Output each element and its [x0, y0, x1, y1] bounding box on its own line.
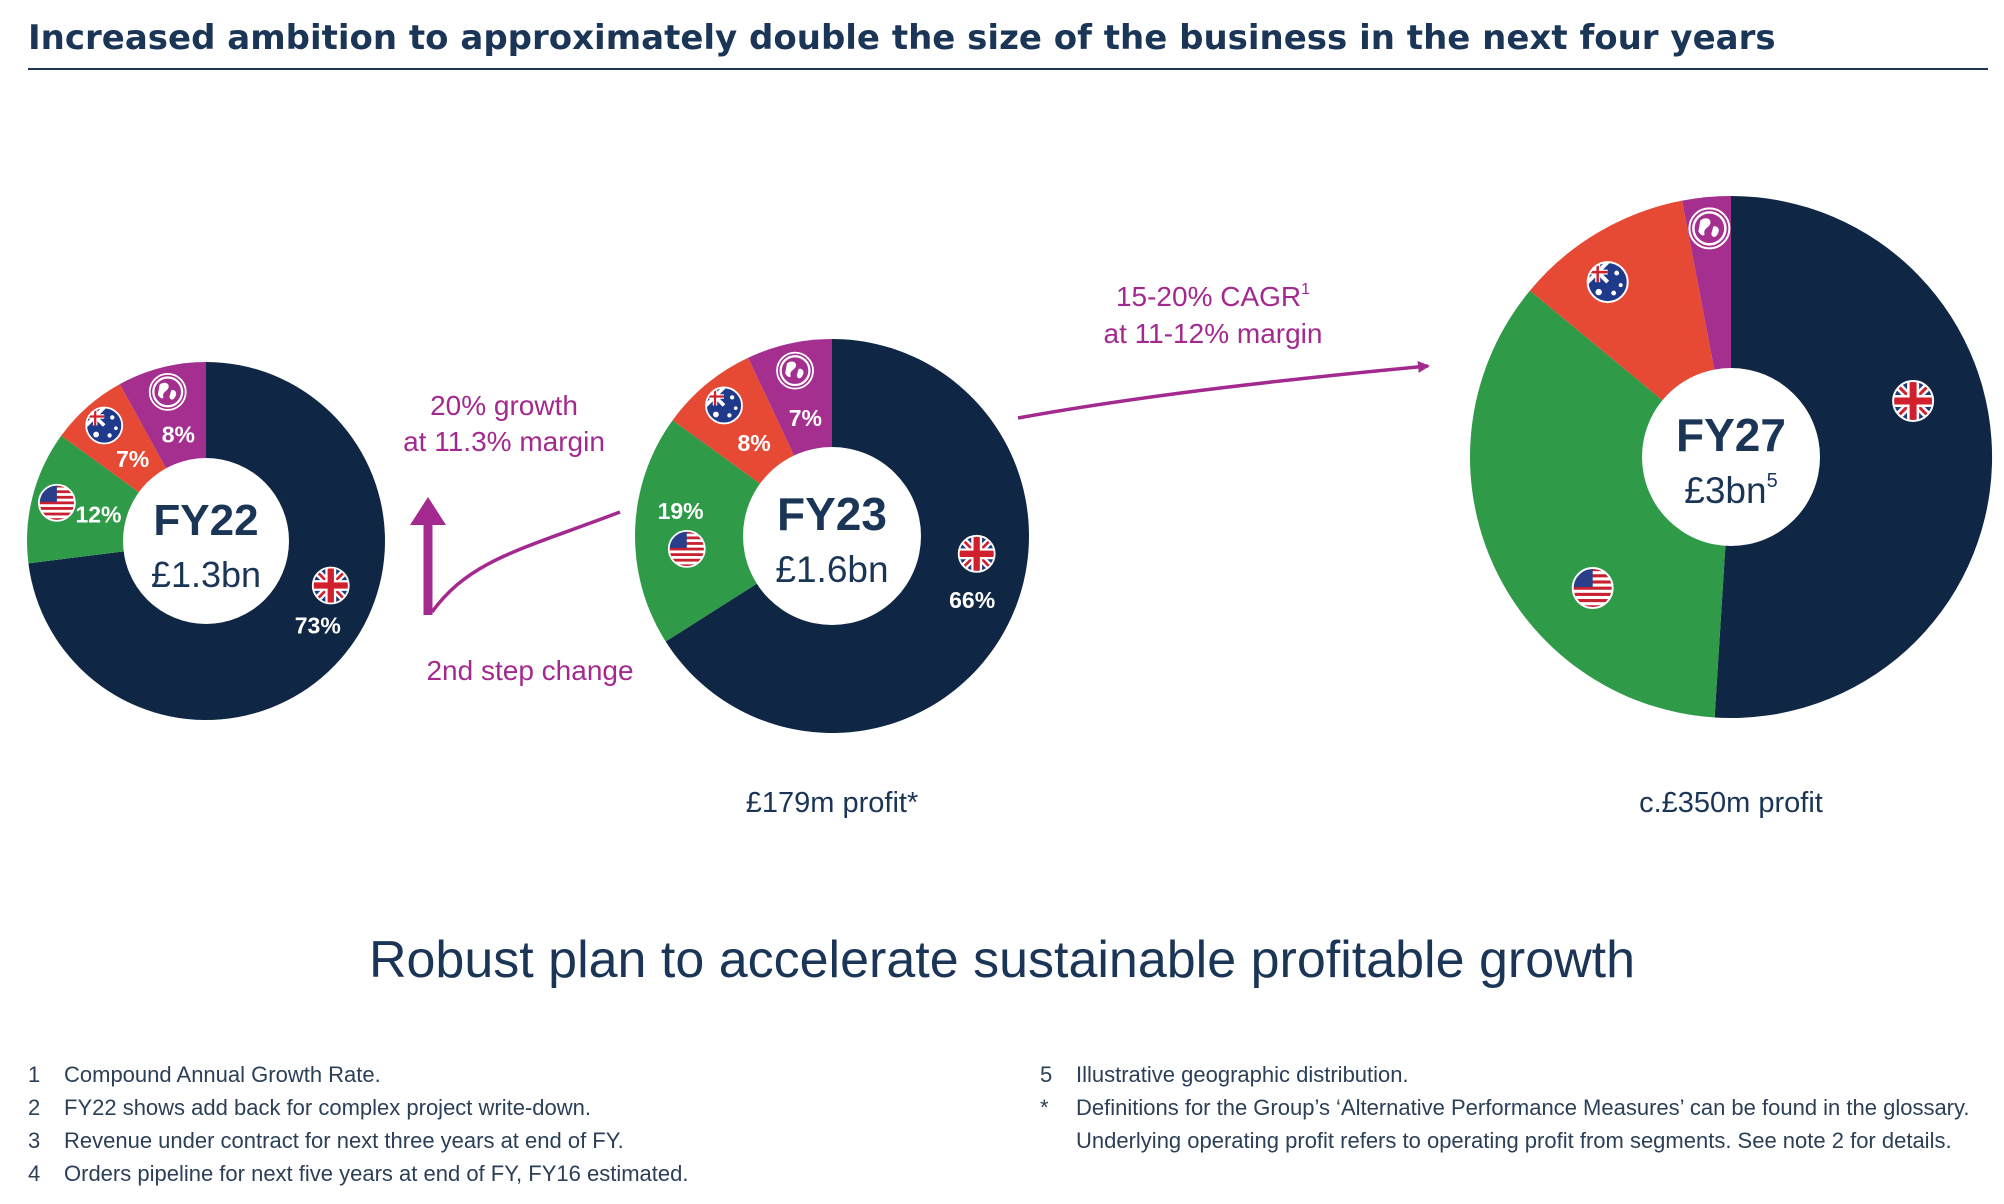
- footnote: * Definitions for the Group’s ‘Alternati…: [1040, 1091, 1990, 1157]
- chart-caption: £179m profit*: [746, 787, 919, 819]
- uk-flag-icon: [311, 566, 350, 605]
- footnote-marker: *: [1040, 1095, 1049, 1120]
- footnote-marker: 2: [28, 1095, 41, 1120]
- footer-headline: Robust plan to accelerate sustainable pr…: [368, 931, 1636, 989]
- footnote: 5 Illustrative geographic distribution.: [1040, 1058, 1990, 1091]
- footnote-marker: 1: [28, 1062, 41, 1087]
- uk-flag-icon: [1892, 379, 1935, 422]
- growth-chart-canvas: 73% 12% 7% 8% FY22 £1.3bn 66% 19% 8% 7% FY23 £1.6bn…: [27, 195, 1993, 819]
- footnote: 2 FY22 shows add back for complex projec…: [28, 1091, 988, 1124]
- australia-flag-icon: [85, 406, 124, 445]
- chart-caption: c.£350m profit: [1639, 787, 1823, 819]
- chart-center-value: £1.6bn: [775, 549, 888, 590]
- pie-slice-uk: [1714, 195, 1993, 718]
- chart-center-title: FY22: [153, 496, 258, 545]
- us-flag-icon: [37, 483, 76, 522]
- donut-center: [123, 458, 289, 624]
- chart-center-title: FY27: [1676, 409, 1786, 461]
- footnote-text: Orders pipeline for next five years at e…: [64, 1161, 689, 1186]
- page-header: Increased ambition to approximately doub…: [28, 12, 1988, 70]
- chart-center-value: £1.3bn: [151, 554, 261, 595]
- slice-data-label: 7%: [116, 446, 149, 472]
- slice-data-label: 7%: [789, 405, 822, 431]
- pie-slice-us: [1470, 290, 1731, 718]
- chart-center-value: £3bn5: [1684, 470, 1777, 511]
- globe-icon: [148, 372, 187, 411]
- footnote-text: Definitions for the Group’s ‘Alternative…: [1076, 1095, 1970, 1153]
- footnotes-right: 5 Illustrative geographic distribution. …: [1040, 1058, 1990, 1157]
- slice-data-label: 19%: [658, 498, 704, 524]
- donut-chart-fy27: FY27 £3bn5 c.£350m profit: [1470, 195, 1993, 819]
- donut-center: [743, 447, 921, 625]
- us-flag-icon: [667, 529, 706, 568]
- growth-up-arrowhead: [410, 497, 446, 525]
- footnote-text: Revenue under contract for next three ye…: [64, 1128, 624, 1153]
- chart-center-title: FY23: [777, 488, 887, 540]
- step-change-label: 2nd step change: [426, 655, 633, 686]
- cagr-annotation-line2: at 11-12% margin: [1104, 318, 1323, 349]
- footnote-marker: 3: [28, 1128, 41, 1153]
- footnote: 3 Revenue under contract for next three …: [28, 1124, 988, 1157]
- pie-slice-us: [635, 420, 832, 642]
- cagr-arrow: [1017, 360, 1430, 420]
- australia-flag-icon: [1586, 261, 1629, 304]
- step-change-curve: [430, 510, 621, 614]
- footnote: 1 Compound Annual Growth Rate.: [28, 1058, 988, 1091]
- footnote-text: Illustrative geographic distribution.: [1076, 1062, 1409, 1087]
- donut-center: [1642, 368, 1820, 546]
- globe-icon: [1688, 207, 1731, 250]
- footnote: 4 Orders pipeline for next five years at…: [28, 1157, 988, 1190]
- uk-flag-icon: [957, 534, 996, 573]
- footnotes-left: 1 Compound Annual Growth Rate. 2 FY22 sh…: [28, 1058, 988, 1190]
- cagr-annotation-line1: 15-20% CAGR1: [1116, 281, 1310, 312]
- donut-chart-fy23: 66% 19% 8% 7% FY23 £1.6bn £179m profit*: [635, 339, 1030, 819]
- slice-data-label: 73%: [295, 613, 341, 639]
- footnote-marker: 5: [1040, 1062, 1053, 1087]
- slice-data-label: 66%: [949, 587, 995, 613]
- page-title: Increased ambition to approximately doub…: [28, 18, 1776, 58]
- footnote-text: Compound Annual Growth Rate.: [64, 1062, 381, 1087]
- slice-data-label: 8%: [738, 430, 771, 456]
- australia-flag-icon: [705, 386, 743, 425]
- slice-data-label: 8%: [162, 422, 195, 448]
- slice-data-label: 12%: [75, 501, 121, 527]
- growth-annotation-line2: at 11.3% margin: [403, 426, 605, 457]
- us-flag-icon: [1571, 567, 1614, 610]
- globe-icon: [776, 351, 814, 390]
- donut-chart-fy22: 73% 12% 7% 8% FY22 £1.3bn: [27, 362, 385, 720]
- footnote-text: FY22 shows add back for complex project …: [64, 1095, 592, 1120]
- growth-annotation-line1: 20% growth: [430, 390, 578, 421]
- footnote-marker: 4: [28, 1161, 41, 1186]
